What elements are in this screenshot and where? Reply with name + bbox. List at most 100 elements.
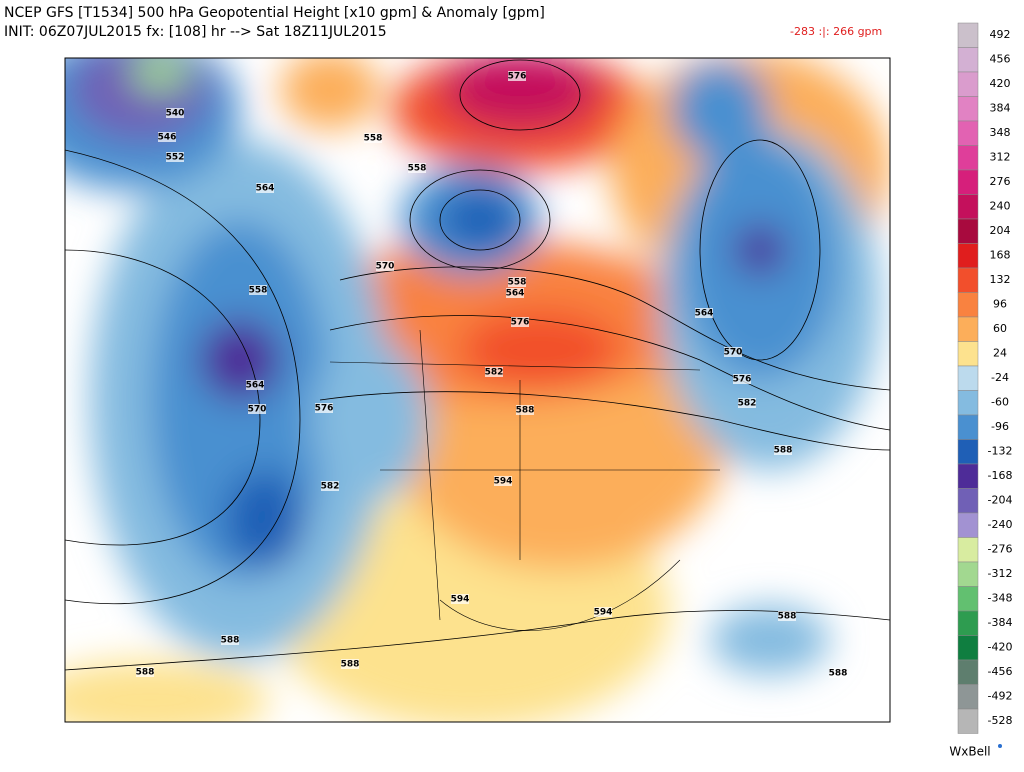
- contour-label-bg: [506, 288, 524, 298]
- contour-label-bg: [246, 380, 264, 390]
- colorbar-label: -276: [988, 543, 1013, 556]
- contour-label: 588: [778, 612, 797, 622]
- contour-label: 570: [248, 405, 267, 415]
- range: -283 :|: 266 gpm: [790, 25, 882, 38]
- colorbar-label: -492: [988, 690, 1013, 703]
- colorbar-swatch: [957, 561, 979, 587]
- contour-label-bg: [166, 108, 184, 118]
- init-line: INIT: 06Z07JUL2015 fx: [108] hr --> Sat …: [4, 24, 387, 40]
- colorbar-label: 384: [990, 102, 1011, 115]
- contour-label: 588: [774, 446, 793, 456]
- colorbar-swatch: [957, 414, 979, 440]
- colorbar-swatch: [957, 659, 979, 685]
- colorbar-swatch: [957, 390, 979, 416]
- colorbar-label: -168: [988, 469, 1013, 482]
- colorbar-swatch: [957, 365, 979, 391]
- contour-label: 564: [256, 184, 275, 194]
- colorbar-swatch: [957, 488, 979, 514]
- colorbar-label: 168: [990, 249, 1011, 262]
- colorbar-swatch: [957, 267, 979, 293]
- colorbar-swatch: [957, 586, 979, 612]
- colorbar-swatch: [957, 635, 979, 661]
- credit-dot: [998, 744, 1002, 748]
- colorbar-label: 132: [990, 273, 1011, 286]
- contour-label: 570: [376, 262, 395, 272]
- colorbar-swatch: [957, 243, 979, 269]
- colorbar-swatch: [957, 512, 979, 538]
- contour-label: 558: [249, 286, 268, 296]
- contour-label: 558: [408, 164, 427, 174]
- contour-label: 546: [158, 133, 177, 143]
- contour-label: 576: [315, 404, 334, 414]
- colorbar-swatch: [957, 708, 979, 734]
- colorbar-label: -312: [988, 567, 1013, 580]
- contour-label-bg: [485, 367, 503, 377]
- colorbar-label: -96: [991, 420, 1009, 433]
- colorbar-label: -132: [988, 445, 1013, 458]
- contour-label-bg: [511, 317, 529, 327]
- contour-label-bg: [508, 277, 526, 287]
- contour-label: 570: [724, 348, 743, 358]
- colorbar-swatch: [957, 537, 979, 563]
- colorbar-label: 240: [990, 200, 1011, 213]
- colorbar-label: 276: [990, 175, 1011, 188]
- colorbar-swatch: [957, 610, 979, 636]
- colorbar-swatch: [957, 22, 979, 48]
- colorbar-label: 492: [990, 28, 1011, 41]
- contour-label: 594: [594, 608, 613, 618]
- contour-label-bg: [341, 659, 359, 669]
- contour-label: 588: [341, 660, 360, 670]
- contour-label-bg: [256, 183, 274, 193]
- map: [65, 58, 890, 722]
- contour-label: 582: [321, 482, 340, 492]
- contour-label: 588: [829, 669, 848, 679]
- colorbar-label: -456: [988, 665, 1013, 678]
- contour-label: 564: [695, 309, 714, 319]
- colorbar-label: 312: [990, 151, 1011, 164]
- colorbar-label: 204: [990, 224, 1011, 237]
- colorbar-label: -528: [988, 714, 1013, 727]
- contour-label-bg: [451, 594, 469, 604]
- contour-label: 564: [246, 381, 265, 391]
- colorbar-swatch: [957, 684, 979, 710]
- contour-label-bg: [724, 347, 742, 357]
- contour-label-bg: [364, 133, 382, 143]
- contour-label: 552: [166, 153, 185, 163]
- contour-label: 588: [516, 406, 535, 416]
- colorbar-swatch: [957, 463, 979, 489]
- contour-label-bg: [494, 476, 512, 486]
- colorbar-swatch: [957, 316, 979, 342]
- colorbar-label: 348: [990, 126, 1011, 139]
- contour-label-bg: [221, 635, 239, 645]
- colorbar-swatch: [957, 194, 979, 220]
- contour-label-bg: [516, 405, 534, 415]
- contour-label: 540: [166, 109, 185, 119]
- title: NCEP GFS [T1534] 500 hPa Geopotential He…: [4, 5, 545, 21]
- contour-label-bg: [249, 285, 267, 295]
- colorbar-label: 24: [993, 347, 1007, 360]
- contour-label: 582: [485, 368, 504, 378]
- colorbar-label: -60: [991, 396, 1009, 409]
- contour-label: 576: [511, 318, 530, 328]
- contour-label: 594: [451, 595, 470, 605]
- contour-label-bg: [733, 374, 751, 384]
- colorbar-swatch: [957, 292, 979, 318]
- colorbar-label: -240: [988, 518, 1013, 531]
- colorbar-label: 60: [993, 322, 1007, 335]
- contour-label-bg: [594, 607, 612, 617]
- contour-label: 588: [221, 636, 240, 646]
- contour-label-bg: [158, 132, 176, 142]
- contour-label-bg: [321, 481, 339, 491]
- contour-label: 558: [508, 278, 527, 288]
- colorbar-label: 420: [990, 77, 1011, 90]
- contour-label-bg: [774, 445, 792, 455]
- colorbar-label: -24: [991, 371, 1009, 384]
- contour-label-bg: [695, 308, 713, 318]
- contour-label: 594: [494, 477, 513, 487]
- contour-label: 576: [508, 72, 527, 82]
- colorbar-label: -348: [988, 592, 1013, 605]
- contour-label-bg: [408, 163, 426, 173]
- contour-label-bg: [829, 668, 847, 678]
- credit: WxBell: [949, 745, 990, 759]
